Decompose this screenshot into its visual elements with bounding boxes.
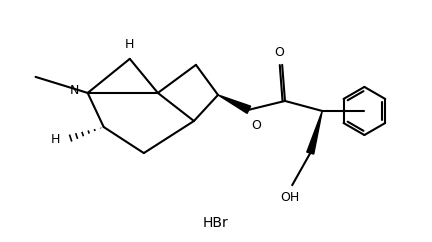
Text: OH: OH [280,191,300,204]
Polygon shape [218,95,251,113]
Text: O: O [251,119,261,132]
Text: N: N [70,84,79,98]
Text: O: O [274,46,284,59]
Text: HBr: HBr [203,216,229,230]
Text: H: H [125,38,134,51]
Text: H: H [51,133,60,146]
Polygon shape [307,111,322,154]
